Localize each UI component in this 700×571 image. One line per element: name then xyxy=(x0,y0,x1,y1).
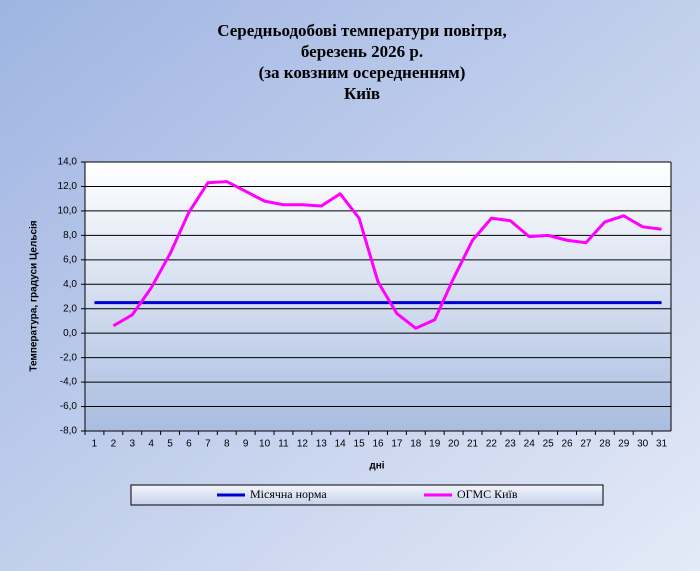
y-tick-label: 4,0 xyxy=(63,279,77,290)
x-tick-label: 13 xyxy=(316,439,328,450)
y-tick-label: 14,0 xyxy=(58,157,78,168)
y-tick-label: -4,0 xyxy=(60,377,78,388)
x-tick-label: 14 xyxy=(335,439,347,450)
plot-area xyxy=(85,162,671,431)
x-tick-label: 6 xyxy=(186,439,192,450)
x-tick-label: 11 xyxy=(278,439,289,450)
y-tick-label: 2,0 xyxy=(63,303,77,314)
x-tick-label: 18 xyxy=(410,439,422,450)
chart-title: березень 2026 р. xyxy=(301,42,423,61)
chart-title: (за ковзним осередненням) xyxy=(259,63,466,82)
x-tick-label: 27 xyxy=(580,439,592,450)
line-series xyxy=(112,180,662,330)
x-tick-label: 23 xyxy=(505,439,517,450)
x-tick-label: 9 xyxy=(243,439,249,450)
x-tick-label: 22 xyxy=(486,439,498,450)
y-tick-label: -6,0 xyxy=(60,401,78,412)
legend xyxy=(130,484,604,506)
x-tick-label: 16 xyxy=(372,439,384,450)
x-tick-label: 26 xyxy=(561,439,573,450)
y-tick-label: 0,0 xyxy=(63,328,77,339)
x-tick-label: 5 xyxy=(167,439,173,450)
x-tick-label: 28 xyxy=(599,439,611,450)
x-tick-label: 20 xyxy=(448,439,460,450)
chart-title: Середньодобові температури повітря, xyxy=(217,21,507,40)
legend-label: Місячна норма xyxy=(250,487,327,501)
x-tick-label: 21 xyxy=(467,439,479,450)
y-tick-label: -8,0 xyxy=(60,426,78,437)
x-tick-label: 8 xyxy=(224,439,230,450)
x-tick-label: 15 xyxy=(354,439,366,450)
x-tick-label: 17 xyxy=(391,439,403,450)
chart-title: Київ xyxy=(344,84,380,103)
x-tick-label: 24 xyxy=(524,439,536,450)
y-axis-label: Температура, градуси Цельсія xyxy=(29,220,40,371)
y-tick-label: 12,0 xyxy=(58,181,78,192)
y-tick-label: 6,0 xyxy=(63,254,77,265)
x-tick-label: 19 xyxy=(429,439,441,450)
x-tick-label: 29 xyxy=(618,439,630,450)
x-tick-label: 25 xyxy=(543,439,555,450)
y-tick-label: -2,0 xyxy=(60,352,78,363)
x-tick-label: 1 xyxy=(92,439,98,450)
x-tick-label: 12 xyxy=(297,439,309,450)
x-tick-label: 10 xyxy=(259,439,271,450)
x-tick-label: 2 xyxy=(111,439,117,450)
x-axis-label: дні xyxy=(369,461,384,472)
x-tick-label: 30 xyxy=(637,439,649,450)
y-tick-label: 8,0 xyxy=(63,230,77,241)
x-tick-label: 31 xyxy=(656,439,668,450)
x-tick-label: 7 xyxy=(205,439,211,450)
x-tick-label: 3 xyxy=(129,439,135,450)
legend-label: ОГМС Київ xyxy=(457,487,518,501)
x-tick-label: 4 xyxy=(148,439,154,450)
y-tick-label: 10,0 xyxy=(58,206,78,217)
